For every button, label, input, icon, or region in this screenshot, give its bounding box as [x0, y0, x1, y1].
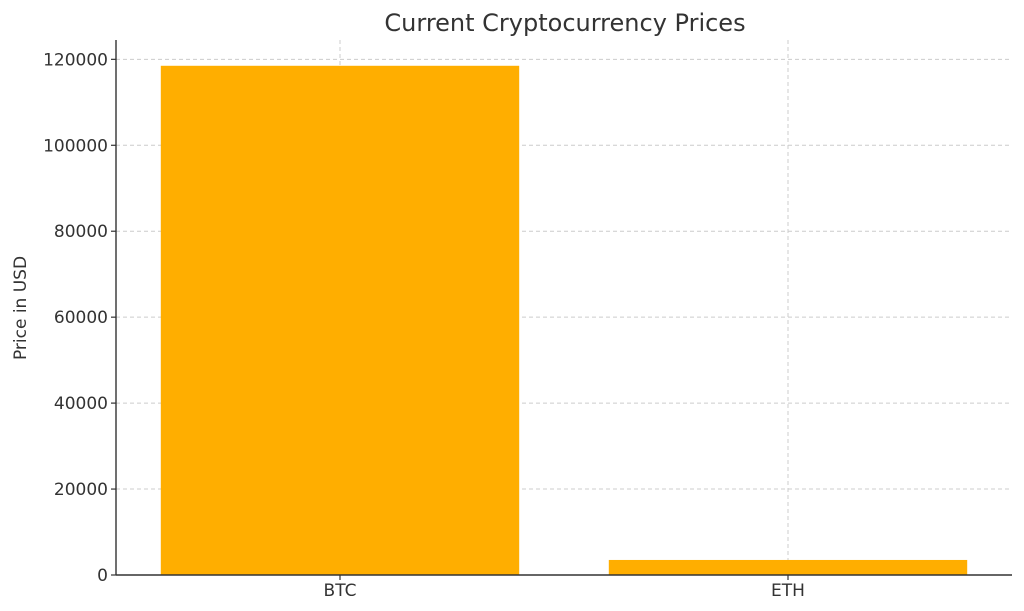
bar-btc — [160, 65, 520, 575]
y-tick-label: 60000 — [54, 308, 108, 328]
bars — [160, 65, 968, 575]
y-tick-label: 20000 — [54, 480, 108, 500]
bar-eth — [608, 559, 968, 575]
chart-title: Current Cryptocurrency Prices — [384, 9, 745, 37]
y-tick-label: 40000 — [54, 394, 108, 414]
y-tick-label: 100000 — [43, 136, 108, 156]
y-tick-label: 80000 — [54, 222, 108, 242]
x-tick-label: BTC — [324, 581, 357, 601]
x-tick-label: ETH — [771, 581, 805, 601]
tick-labels: 0 20000 40000 60000 80000 100000 120000 BTC ETH — [43, 50, 805, 601]
y-tick-label: 120000 — [43, 50, 108, 70]
y-axis-label: Price in USD — [11, 256, 31, 360]
y-tick-label: 0 — [97, 566, 108, 586]
axes — [115, 40, 1012, 576]
